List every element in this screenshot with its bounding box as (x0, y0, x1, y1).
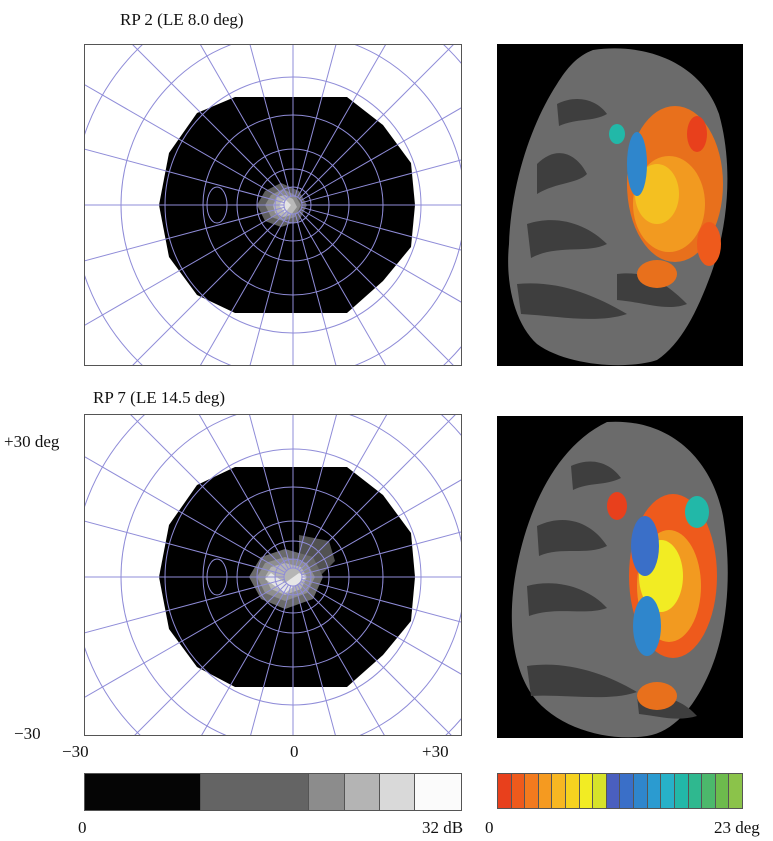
eccentricity-swatch-12 (647, 774, 662, 808)
grid-spoke-16 (130, 415, 287, 571)
y-axis-bottom-label: −30 (14, 724, 41, 743)
grid-spoke-21 (297, 45, 386, 198)
grid-spoke-2 (301, 206, 461, 251)
eccentricity-swatch-10 (620, 774, 635, 808)
blind-spot-marker (206, 558, 228, 596)
panel-title-rp2: RP 2 (LE 8.0 deg) (120, 10, 244, 29)
grid-spoke-18 (249, 415, 292, 569)
grid-spoke-4 (299, 211, 454, 365)
eccentricity-swatch-13 (661, 774, 675, 808)
polar-grid (85, 415, 461, 735)
eccentricity-swatch-7 (579, 774, 594, 808)
sensitivity-scale-min: 0 (78, 818, 87, 837)
grid-spoke-15 (85, 84, 286, 201)
grid-spoke-17 (198, 415, 289, 570)
sensitivity-scale-max: 32 dB (422, 818, 464, 837)
grid-spoke-23 (300, 107, 461, 201)
grid-spoke-23 (300, 479, 461, 573)
eccentricity-swatch-8 (593, 774, 607, 808)
foveal-sparing-region (249, 535, 335, 609)
blind-spot-marker (206, 186, 228, 224)
cortical-surface-image-rp7 (497, 416, 743, 738)
grid-spoke-14 (85, 520, 285, 576)
visual-field-plot-rp7 (84, 414, 462, 736)
grid-spoke-22 (299, 415, 456, 571)
grid-spoke-12 (85, 206, 285, 262)
cortical-surface-image-rp2 (497, 44, 743, 366)
grid-spoke-22 (299, 45, 454, 199)
visual-field-map-rp7 (85, 415, 461, 735)
eccentricity-swatch-15 (688, 774, 703, 808)
sulci-pattern (527, 461, 697, 719)
grid-spoke-20 (294, 45, 337, 197)
x-axis-center-label: 0 (290, 742, 299, 761)
eccentricity-swatch-18 (729, 774, 742, 808)
y-axis-top-label: +30 deg (4, 432, 60, 451)
sensitivity-swatch-2 (200, 774, 310, 810)
eccentricity-swatch-16 (702, 774, 716, 808)
grid-spoke-11 (85, 581, 286, 698)
grid-spoke-3 (300, 581, 461, 675)
eccentricity-scale-bar (497, 773, 743, 809)
retinotopic-activation (609, 106, 723, 288)
grid-spoke-6 (294, 213, 337, 365)
grid-spoke-4 (299, 583, 452, 735)
panel-title-rp7: RP 7 (LE 14.5 deg) (93, 388, 226, 407)
sensitivity-scale-bar (84, 773, 462, 811)
grid-spoke-9 (200, 212, 289, 365)
eccentricity-swatch-4 (538, 774, 553, 808)
x-axis-right-label: +30 (422, 742, 449, 761)
grid-spoke-12 (85, 578, 285, 634)
x-axis-left-label: −30 (62, 742, 89, 761)
sensitivity-swatch-1 (85, 774, 201, 810)
sensitivity-swatch-6 (415, 774, 462, 810)
grid-spoke-6 (294, 585, 336, 735)
eccentricity-swatch-11 (634, 774, 648, 808)
visual-field-map-rp2 (85, 45, 461, 365)
grid-spoke-8 (250, 585, 292, 735)
eccentricity-swatch-5 (552, 774, 567, 808)
grid-spoke-24 (301, 159, 461, 204)
eccentricity-swatch-9 (606, 774, 621, 808)
visual-field-plot-rp2 (84, 44, 462, 366)
grid-spoke-5 (297, 584, 385, 735)
grid-spoke-17 (200, 45, 289, 198)
grid-spoke-8 (249, 213, 292, 365)
eccentricity-swatch-17 (715, 774, 730, 808)
sensitivity-swatch-5 (379, 774, 416, 810)
eccentricity-swatch-3 (525, 774, 539, 808)
eccentricity-swatch-1 (498, 774, 512, 808)
grid-spoke-2 (301, 578, 461, 623)
grid-spoke-10 (132, 211, 287, 365)
grid-spoke-24 (301, 531, 461, 576)
eccentricity-swatch-14 (674, 774, 689, 808)
grid-spoke-11 (85, 209, 286, 326)
grid-spoke-16 (132, 45, 287, 199)
grid-spoke-15 (85, 456, 286, 573)
polar-grid (85, 45, 461, 365)
grid-spoke-18 (249, 45, 292, 197)
sensitivity-swatch-4 (344, 774, 380, 810)
eccentricity-scale-max: 23 deg (714, 818, 760, 837)
grid-spoke-14 (85, 148, 285, 204)
grid-spoke-3 (300, 209, 461, 303)
grid-spoke-21 (297, 415, 388, 570)
sensitivity-swatch-3 (309, 774, 345, 810)
eccentricity-swatch-6 (566, 774, 580, 808)
sulci-pattern (517, 99, 687, 319)
eccentricity-swatch-2 (511, 774, 526, 808)
eccentricity-scale-min: 0 (485, 818, 494, 837)
grid-spoke-20 (294, 415, 337, 569)
grid-spoke-9 (201, 584, 289, 735)
retinotopic-activation (607, 492, 717, 710)
grid-spoke-10 (134, 583, 287, 735)
grid-spoke-5 (297, 212, 386, 365)
